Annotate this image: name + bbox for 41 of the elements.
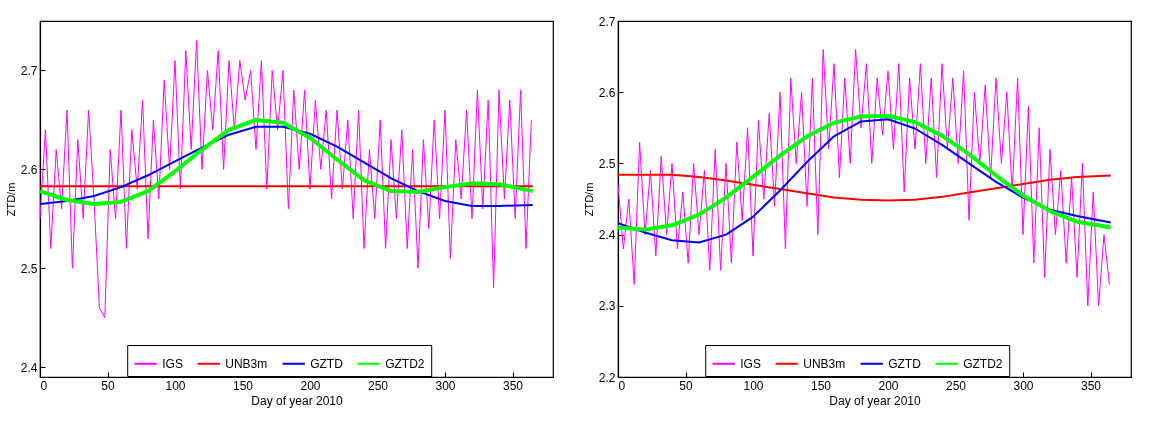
legend-label: GZTD2 [963, 356, 1003, 371]
x-axis-title: Day of year 2010 [251, 393, 344, 408]
x-tick-label: 350 [502, 378, 524, 393]
x-tick-label: 150 [810, 378, 832, 393]
y-tick-label: 2.4 [598, 228, 616, 243]
x-tick-label: 150 [232, 378, 254, 393]
y-tick-label: 2.6 [20, 162, 38, 177]
legend-label: GZTD [888, 356, 922, 371]
x-tick-label: 0 [618, 378, 626, 393]
x-tick-label: 50 [679, 378, 693, 393]
legend-label: UNB3m [225, 356, 268, 371]
x-tick-label: 350 [1080, 378, 1102, 393]
line-series [618, 173, 1112, 202]
x-tick-label: 300 [435, 378, 456, 393]
x-tick-label: 250 [367, 378, 389, 393]
x-tick-label: 100 [165, 378, 186, 393]
legend-label: GZTD2 [385, 356, 425, 371]
line-series [40, 40, 532, 319]
y-axis-title: ZTD/m [582, 182, 595, 217]
y-tick-label: 2.3 [598, 299, 616, 314]
x-tick-label: 50 [101, 378, 115, 393]
x-tick-label: 100 [743, 378, 764, 393]
x-tick-label: 200 [300, 378, 321, 393]
legend-label: IGS [740, 356, 761, 371]
x-tick-label: 200 [878, 378, 899, 393]
y-tick-label: 2.7 [598, 14, 616, 29]
y-tick-label: 2.7 [20, 63, 38, 78]
x-tick-label: 0 [40, 378, 48, 393]
y-tick-label: 2.6 [598, 85, 616, 100]
x-tick-label: 250 [945, 378, 967, 393]
line-series [618, 48, 1110, 307]
legend-label: IGS [162, 356, 183, 371]
legend-label: UNB3m [803, 356, 846, 371]
legend-label: GZTD [310, 356, 344, 371]
y-tick-label: 2.2 [598, 370, 616, 385]
x-axis-title: Day of year 2010 [829, 393, 922, 408]
y-axis-title: ZTD/m [4, 182, 17, 217]
y-tick-label: 2.5 [598, 156, 616, 171]
y-tick-label: 2.4 [20, 360, 38, 375]
y-tick-label: 2.5 [20, 261, 38, 276]
x-tick-label: 300 [1013, 378, 1034, 393]
